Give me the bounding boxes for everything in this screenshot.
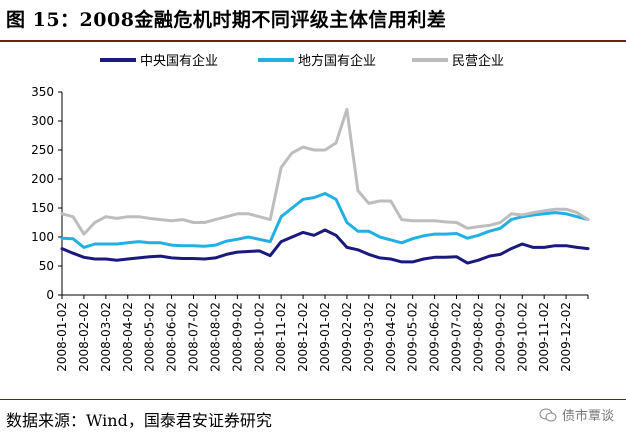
y-tick-label: 300 bbox=[31, 114, 54, 128]
x-tick-label: 2009-10-02 bbox=[515, 302, 529, 372]
x-tick-label: 2008-08-02 bbox=[208, 302, 222, 372]
legend: 中央国有企业 地方国有企业 民营企业 bbox=[100, 53, 504, 69]
y-tick-label: 350 bbox=[31, 85, 54, 99]
x-tick-label: 2008-09-02 bbox=[230, 302, 244, 372]
figure-title: 图 15：2008金融危机时期不同评级主体信用利差 bbox=[6, 9, 447, 31]
x-tick-label: 2009-12-02 bbox=[559, 302, 573, 372]
x-tick-label: 2009-09-02 bbox=[493, 302, 507, 372]
x-tick-label: 2009-11-02 bbox=[537, 302, 551, 372]
axes: 0 50 100 150 200 250 300 350 2008-01-02 2008-02-0… bbox=[31, 85, 589, 372]
x-tick-label: 2008-02-02 bbox=[77, 302, 91, 372]
x-tick-label: 2008-10-02 bbox=[252, 302, 266, 372]
x-tick-label: 2009-07-02 bbox=[450, 302, 464, 372]
x-tick-label: 2009-01-02 bbox=[318, 302, 332, 372]
y-tick-label: 250 bbox=[31, 143, 54, 157]
x-tick-label: 2009-04-02 bbox=[384, 302, 398, 372]
watermark: 债市覃谈 bbox=[539, 405, 614, 424]
x-tick-label: 2008-11-02 bbox=[274, 302, 288, 372]
x-tick-label: 2008-01-02 bbox=[55, 302, 69, 372]
x-tick-label: 2008-04-02 bbox=[121, 302, 135, 372]
x-tick-label: 2009-05-02 bbox=[406, 302, 420, 372]
x-tick-label: 2008-12-02 bbox=[296, 302, 310, 372]
x-tick-label: 2008-05-02 bbox=[143, 302, 157, 372]
series-group bbox=[60, 107, 590, 265]
legend-label-3: 民营企业 bbox=[452, 53, 504, 69]
title-divider bbox=[0, 40, 626, 42]
x-tick-label: 2009-06-02 bbox=[428, 302, 442, 372]
x-tick-label: 2009-02-02 bbox=[340, 302, 354, 372]
y-tick-label: 50 bbox=[39, 259, 54, 273]
series-line-2 bbox=[60, 192, 590, 249]
watermark-label: 债市覃谈 bbox=[561, 409, 614, 424]
y-tick-label: 200 bbox=[31, 172, 54, 186]
x-tick-label: 2008-03-02 bbox=[99, 302, 113, 372]
y-tick-label: 150 bbox=[31, 201, 54, 215]
series-line-1 bbox=[60, 228, 590, 265]
series-line-3 bbox=[60, 107, 590, 236]
x-tick-label: 2008-07-02 bbox=[187, 302, 201, 372]
wechat-icon bbox=[539, 408, 557, 421]
x-tick-label: 2009-08-02 bbox=[471, 302, 485, 372]
credit-spread-chart: 中央国有企业 地方国有企业 民营企业 0 50 100 150 200 250 300 350 20… bbox=[31, 53, 590, 372]
legend-label-1: 中央国有企业 bbox=[140, 53, 218, 69]
y-tick-label: 0 bbox=[46, 288, 54, 302]
source-note: 数据来源：Wind，国泰君安证券研究 bbox=[6, 411, 272, 430]
legend-label-2: 地方国有企业 bbox=[298, 53, 376, 69]
x-tick-label: 2008-06-02 bbox=[165, 302, 179, 372]
y-tick-label: 100 bbox=[31, 230, 54, 244]
x-tick-label: 2009-03-02 bbox=[362, 302, 376, 372]
footer-divider bbox=[0, 399, 626, 400]
